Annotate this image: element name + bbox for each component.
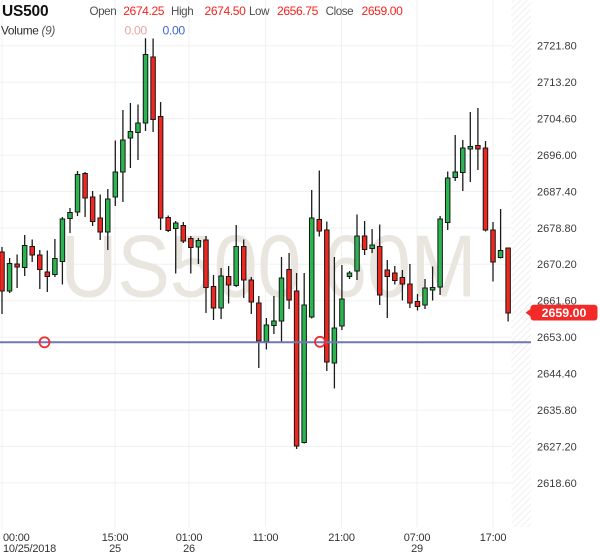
- svg-text:26: 26: [183, 543, 195, 555]
- svg-text:US500 60M: US500 60M: [61, 217, 477, 316]
- svg-text:10/25/2018: 10/25/2018: [3, 543, 56, 555]
- svg-text:Open: Open: [90, 5, 117, 18]
- svg-text:Low: Low: [249, 5, 270, 18]
- svg-text:2674.25: 2674.25: [123, 4, 165, 18]
- svg-text:2696.00: 2696.00: [537, 150, 577, 162]
- svg-text:2713.20: 2713.20: [537, 77, 577, 89]
- svg-text:07:00: 07:00: [404, 532, 431, 544]
- svg-text:2627.20: 2627.20: [537, 441, 577, 453]
- svg-text:2644.40: 2644.40: [537, 369, 577, 381]
- svg-text:0.00: 0.00: [163, 24, 186, 38]
- svg-text:11:00: 11:00: [253, 532, 279, 544]
- svg-text:2653.00: 2653.00: [537, 332, 577, 344]
- svg-text:2659.00: 2659.00: [362, 4, 404, 18]
- svg-text:Volume (9): Volume (9): [1, 24, 55, 38]
- svg-text:29: 29: [411, 543, 423, 555]
- svg-text:2659.00: 2659.00: [542, 306, 587, 320]
- svg-text:2670.20: 2670.20: [537, 259, 577, 271]
- svg-text:17:00: 17:00: [480, 532, 507, 544]
- svg-text:2674.50: 2674.50: [205, 4, 247, 18]
- svg-text:2678.80: 2678.80: [537, 223, 577, 235]
- svg-text:21:00: 21:00: [328, 532, 355, 544]
- svg-text:2618.60: 2618.60: [537, 478, 577, 490]
- svg-text:01:00: 01:00: [176, 532, 203, 544]
- svg-text:2656.75: 2656.75: [277, 4, 319, 18]
- svg-text:High: High: [171, 5, 193, 18]
- svg-text:2661.60: 2661.60: [537, 296, 577, 308]
- svg-text:Close: Close: [326, 5, 354, 18]
- svg-text:US500: US500: [2, 3, 48, 20]
- svg-text:2721.80: 2721.80: [537, 41, 577, 53]
- svg-text:2687.40: 2687.40: [537, 186, 577, 198]
- svg-text:15:00: 15:00: [102, 532, 129, 544]
- svg-text:25: 25: [109, 543, 121, 555]
- svg-text:2635.80: 2635.80: [537, 405, 577, 417]
- svg-text:00:00: 00:00: [3, 532, 30, 544]
- svg-text:2704.60: 2704.60: [537, 114, 577, 126]
- svg-text:0.00: 0.00: [125, 24, 148, 38]
